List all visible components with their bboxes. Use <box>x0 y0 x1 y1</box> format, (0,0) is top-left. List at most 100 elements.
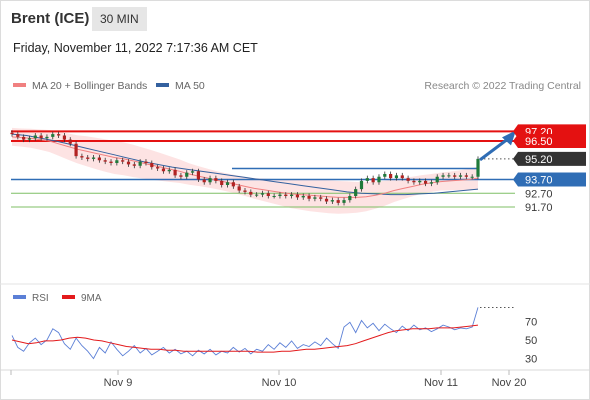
candle-body <box>313 197 317 199</box>
candle-body <box>359 180 364 190</box>
candle-body <box>86 157 90 159</box>
candle-body <box>272 196 276 197</box>
candle-body <box>126 161 131 165</box>
candle-body <box>33 135 37 139</box>
candle-body <box>190 171 195 173</box>
candle-body <box>278 194 282 196</box>
candle-body <box>377 176 381 183</box>
candle-body <box>284 194 288 196</box>
legend-ma50-label: MA 50 <box>175 80 205 92</box>
candle-body <box>260 193 265 195</box>
candle-body <box>429 182 433 184</box>
candle-body <box>464 175 468 177</box>
candle-body <box>249 191 253 195</box>
header-bar: Brent (ICE) 30 MIN <box>0 0 590 36</box>
candle-body <box>173 169 177 176</box>
candle-body <box>150 163 154 168</box>
candle-body <box>406 178 410 181</box>
legend-ma50: MA 50 <box>156 80 205 92</box>
candle-body <box>342 200 346 203</box>
timeframe-button[interactable]: 30 MIN <box>92 7 147 31</box>
candle-body <box>27 138 32 140</box>
ma50-swatch <box>156 83 169 88</box>
candle-body <box>243 190 247 192</box>
candle-body <box>68 139 72 144</box>
x-tick-label-Nov-11: Nov 11 <box>424 377 458 389</box>
projection-arrow-line <box>479 139 507 162</box>
candle-body <box>418 180 422 183</box>
candle-body <box>208 178 212 183</box>
candle-body <box>324 198 329 202</box>
pivot-label-93.70: 93.70 <box>525 175 553 187</box>
candle-body <box>389 174 393 179</box>
candle-body <box>109 161 113 163</box>
candle-body <box>441 175 445 177</box>
candle-body <box>115 160 119 163</box>
candle-body <box>435 176 439 183</box>
candle-body <box>458 175 463 177</box>
candle-body <box>185 172 189 177</box>
candle-body <box>138 161 142 166</box>
candle-body <box>365 178 369 181</box>
candle-body <box>103 160 107 162</box>
candle-body <box>371 178 375 183</box>
legend-ma20: MA 20 + Bollinger Bands <box>13 80 147 92</box>
candle-body <box>202 179 206 183</box>
x-tick-label-Nov-20: Nov 20 <box>492 377 527 389</box>
candle-body <box>255 194 259 196</box>
rsi-tick-70: 70 <box>525 316 537 328</box>
rsi-line <box>11 307 479 360</box>
legend-rsi: RSI <box>13 293 49 304</box>
candle-body <box>336 200 340 203</box>
candle-body <box>220 180 224 185</box>
candle-body <box>62 135 67 140</box>
support-label-92.70: 92.70 <box>525 188 553 200</box>
candle-body <box>39 135 43 139</box>
candle-body <box>330 200 334 202</box>
candle-body <box>348 196 352 201</box>
candle-body <box>74 143 78 157</box>
candle-body <box>453 175 457 177</box>
support-label-91.70: 91.70 <box>525 202 553 214</box>
candle-body <box>196 171 200 180</box>
candle-body <box>447 175 451 177</box>
candle-body <box>290 194 294 196</box>
candle-body <box>144 161 148 163</box>
candle-body <box>266 193 270 196</box>
pivot-label-box <box>513 172 586 187</box>
candle-body <box>156 167 160 169</box>
bollinger-band <box>12 127 478 214</box>
legend-rsi-ma: 9MA <box>62 293 102 304</box>
candle-body <box>51 134 55 137</box>
candle-body <box>470 176 474 178</box>
candle-body <box>476 158 480 177</box>
candle-body <box>179 175 183 177</box>
candle-body <box>319 197 323 199</box>
x-tick-label-Nov-10: Nov 10 <box>262 377 297 389</box>
rsi-ma-swatch <box>62 295 75 300</box>
legend-ma20-label: MA 20 + Bollinger Bands <box>32 80 148 92</box>
candle-body <box>394 175 399 179</box>
rsi-ma-line <box>11 324 479 353</box>
rsi-tick-50: 50 <box>525 335 537 347</box>
candle-body <box>214 178 218 181</box>
candle-body <box>10 132 14 135</box>
candle-body <box>354 189 358 196</box>
candle-body <box>91 157 96 159</box>
candle-body <box>237 186 241 191</box>
last-price-label-box <box>513 151 586 166</box>
timestamp: Friday, November 11, 2022 7:17:36 AM CET <box>13 41 258 55</box>
candle-body <box>97 157 101 161</box>
legend-rsi-label: RSI <box>32 293 49 304</box>
rsi-swatch <box>13 295 26 300</box>
last-price-label-95.20: 95.20 <box>525 154 553 166</box>
candle-body <box>307 196 311 199</box>
rsi-tick-30: 30 <box>525 354 537 366</box>
candle-body <box>225 182 230 185</box>
legend-rsi-ma-label: 9MA <box>81 293 102 304</box>
candle-body <box>295 194 300 198</box>
candle-body <box>400 175 404 179</box>
candle-body <box>161 168 166 172</box>
candle-body <box>121 160 125 162</box>
candle-body <box>231 182 235 187</box>
